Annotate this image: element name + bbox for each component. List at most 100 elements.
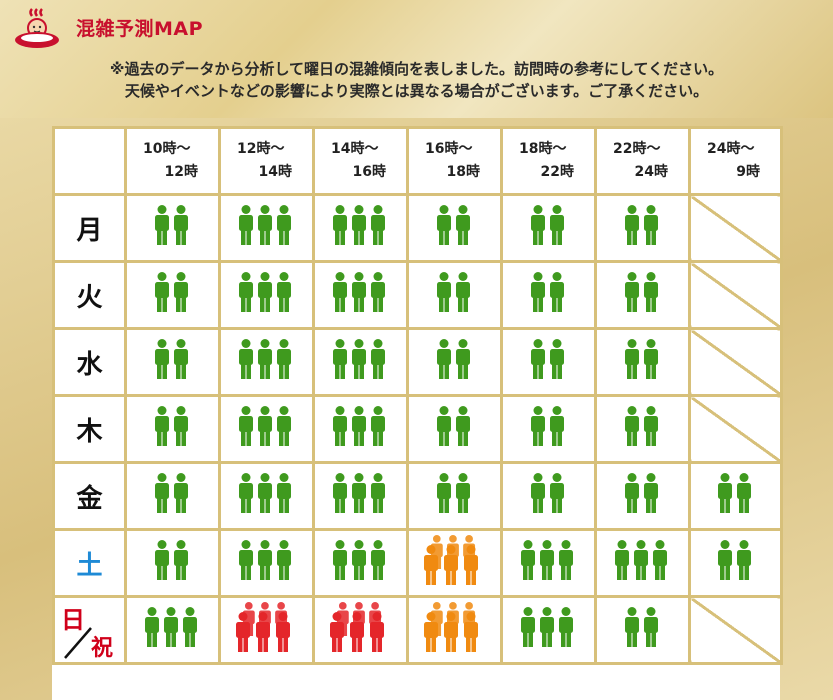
people-icon	[239, 205, 291, 245]
congestion-cell	[312, 528, 409, 598]
people-icon	[530, 406, 564, 446]
closed-cell	[688, 394, 783, 464]
day-row-sat: 土	[52, 528, 783, 598]
time-slot-end: 14時	[258, 164, 292, 180]
time-slot-end: 24時	[634, 164, 668, 180]
page-title: 混雑予測MAP	[76, 18, 204, 40]
day-label-tue: 火	[52, 260, 127, 330]
day-row-thu: 木	[52, 394, 783, 464]
people-icon	[329, 602, 384, 652]
congestion-cell	[124, 193, 221, 263]
time-slot-header: 24時〜 9時	[688, 126, 783, 196]
congestion-cell	[218, 528, 315, 598]
congestion-cell	[406, 461, 503, 531]
congestion-cell	[312, 394, 409, 464]
congestion-cell	[500, 461, 597, 531]
notice-line-1: ※過去のデータから分析して曜日の混雑傾向を表しました。訪問時の参考にしてください…	[109, 60, 724, 78]
day-row-tue: 火	[52, 260, 783, 330]
time-slot-end: 18時	[446, 164, 480, 180]
people-icon	[530, 272, 564, 312]
congestion-cell	[406, 528, 503, 598]
time-slot-end: 22時	[540, 164, 574, 180]
congestion-cell	[688, 461, 783, 531]
congestion-cell	[218, 327, 315, 397]
congestion-cell	[124, 394, 221, 464]
congestion-cell	[594, 394, 691, 464]
people-icon	[423, 602, 478, 652]
time-header-row: 10時〜 12時 12時〜 14時 14時〜 16時 16時〜 18時 18時〜 22時 22時〜 2…	[52, 126, 783, 196]
congestion-cell	[124, 595, 221, 665]
time-slot-start: 24時〜	[707, 141, 755, 157]
congestion-cell	[124, 528, 221, 598]
congestion-cell	[594, 528, 691, 598]
people-icon	[436, 272, 470, 312]
congestion-cell	[594, 595, 691, 665]
day-row-fri: 金	[52, 461, 783, 531]
time-slot-header: 12時〜 14時	[218, 126, 315, 196]
congestion-cell	[406, 394, 503, 464]
closed-cell	[688, 260, 783, 330]
closed-cell	[688, 327, 783, 397]
people-icon	[239, 473, 291, 513]
people-icon	[436, 339, 470, 379]
people-icon	[624, 205, 658, 245]
day-label-sun: 日祝	[52, 595, 127, 665]
people-icon	[333, 540, 385, 580]
time-slot-header: 14時〜 16時	[312, 126, 409, 196]
people-icon	[530, 339, 564, 379]
congestion-cell	[500, 193, 597, 263]
congestion-cell	[594, 260, 691, 330]
congestion-cell	[406, 193, 503, 263]
people-icon	[239, 272, 291, 312]
time-slot-end: 9時	[736, 164, 760, 180]
people-icon	[333, 272, 385, 312]
people-icon	[717, 473, 751, 513]
congestion-cell	[312, 193, 409, 263]
day-label-thu: 木	[52, 394, 127, 464]
notice-line-2: 天候やイベントなどの影響により実際とは異なる場合がございます。ご了承ください。	[124, 82, 709, 100]
people-icon	[717, 540, 751, 580]
onsen-mascot-icon	[15, 8, 59, 48]
people-icon	[154, 205, 188, 245]
congestion-cell	[218, 193, 315, 263]
people-icon	[624, 272, 658, 312]
people-icon	[333, 473, 385, 513]
congestion-cell	[594, 193, 691, 263]
time-slot-header: 18時〜 22時	[500, 126, 597, 196]
people-icon	[145, 607, 197, 647]
time-slot-start: 22時〜	[613, 141, 661, 157]
congestion-cell	[218, 394, 315, 464]
day-row-wed: 水	[52, 327, 783, 397]
congestion-cell	[218, 595, 315, 665]
congestion-cell	[594, 461, 691, 531]
congestion-table: 10時〜 12時 12時〜 14時 14時〜 16時 16時〜 18時 18時〜 22時 22時〜 2…	[52, 126, 783, 665]
congestion-cell	[312, 595, 409, 665]
day-label-fri: 金	[52, 461, 127, 531]
time-slot-start: 16時〜	[425, 141, 473, 157]
slash-divider	[64, 627, 92, 659]
day-label-holiday: 祝	[91, 636, 114, 661]
corner-cell	[52, 126, 127, 196]
day-label-wed: 水	[52, 327, 127, 397]
closed-cell	[688, 595, 783, 665]
time-slot-header: 10時〜 12時	[124, 126, 221, 196]
time-slot-start: 10時〜	[143, 141, 191, 157]
people-icon	[436, 205, 470, 245]
people-icon	[239, 339, 291, 379]
congestion-cell	[312, 260, 409, 330]
congestion-cell	[500, 327, 597, 397]
people-icon	[333, 339, 385, 379]
congestion-cell	[124, 461, 221, 531]
time-slot-start: 12時〜	[237, 141, 285, 157]
congestion-cell	[312, 327, 409, 397]
congestion-cell	[500, 260, 597, 330]
people-icon	[333, 406, 385, 446]
congestion-cell	[124, 327, 221, 397]
congestion-cell	[218, 260, 315, 330]
people-icon	[624, 406, 658, 446]
people-icon	[530, 473, 564, 513]
people-icon	[333, 205, 385, 245]
congestion-cell	[218, 461, 315, 531]
people-icon	[436, 406, 470, 446]
people-icon	[154, 540, 188, 580]
